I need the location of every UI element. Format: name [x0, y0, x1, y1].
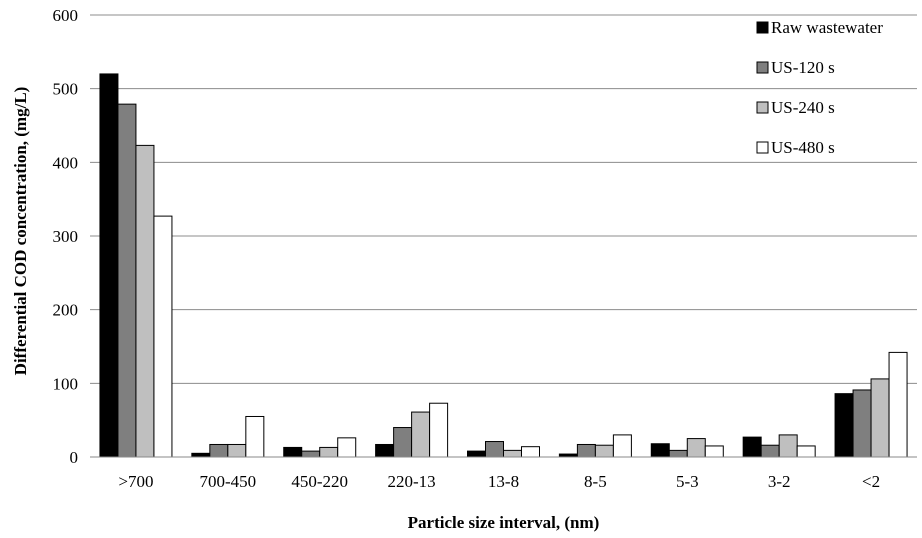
legend-label: US-480 s — [771, 138, 835, 157]
y-tick-label: 200 — [53, 301, 79, 320]
x-category-label: 220-13 — [388, 472, 436, 491]
bar — [301, 450, 321, 458]
legend-swatch — [756, 21, 769, 34]
x-category-label: 700-450 — [199, 472, 256, 491]
bar — [870, 378, 890, 458]
bar — [834, 393, 854, 458]
x-category-label: 13-8 — [488, 472, 519, 491]
bar — [245, 415, 265, 458]
bar — [650, 443, 670, 458]
legend-swatch — [756, 101, 769, 114]
bar — [283, 446, 303, 458]
bar — [485, 441, 504, 458]
bar — [337, 437, 357, 458]
y-tick-label: 500 — [53, 80, 79, 99]
bar — [135, 144, 155, 458]
x-category-label: 450-220 — [291, 472, 348, 491]
bar — [778, 434, 798, 458]
bar — [852, 389, 872, 458]
bar — [704, 445, 724, 458]
bar — [375, 443, 395, 458]
bar — [467, 450, 486, 458]
bar — [503, 449, 522, 458]
x-axis-title: Particle size interval, (nm) — [408, 513, 600, 532]
bar — [760, 444, 780, 458]
bar — [99, 73, 119, 458]
y-tick-label: 100 — [53, 374, 79, 393]
bar — [742, 436, 762, 458]
y-tick-label: 0 — [70, 448, 79, 467]
y-tick-label: 400 — [53, 153, 79, 172]
x-category-label: 3-2 — [768, 472, 791, 491]
bar — [594, 444, 614, 458]
x-axis-category-labels: >700 700-450 450-220 220-13 13-8 8-5 5-3 3-2 <2 — [118, 472, 880, 491]
x-category-label: 5-3 — [676, 472, 699, 491]
bar — [796, 445, 816, 458]
y-axis-ticks: 0 100 200 300 400 500 600 — [53, 6, 79, 467]
x-category-label: >700 — [118, 472, 153, 491]
bar — [686, 438, 706, 458]
bar — [612, 434, 632, 458]
bar — [393, 427, 413, 458]
bar — [411, 411, 431, 458]
bar — [888, 351, 908, 458]
gridlines — [90, 14, 917, 384]
legend-swatch — [756, 61, 769, 74]
y-tick-label: 600 — [53, 6, 79, 25]
bar — [319, 446, 339, 458]
legend: Raw wastewater US-120 s US-240 s US-480 s — [756, 18, 883, 157]
bar — [117, 103, 137, 458]
bar — [209, 443, 229, 458]
bar — [227, 443, 247, 458]
bar — [191, 452, 211, 458]
legend-label: US-240 s — [771, 98, 835, 117]
legend-swatch — [756, 141, 769, 154]
bars — [99, 73, 908, 458]
legend-label: Raw wastewater — [771, 18, 883, 37]
bar — [521, 446, 540, 458]
bar — [668, 449, 688, 458]
y-tick-label: 300 — [53, 227, 79, 246]
bar — [153, 215, 173, 458]
legend-label: US-120 s — [771, 58, 835, 77]
bar — [429, 402, 449, 458]
x-category-label: 8-5 — [584, 472, 607, 491]
bar — [576, 443, 596, 458]
y-axis-title: Differential COD concentration, (mg/L) — [11, 87, 30, 376]
x-category-label: <2 — [862, 472, 880, 491]
